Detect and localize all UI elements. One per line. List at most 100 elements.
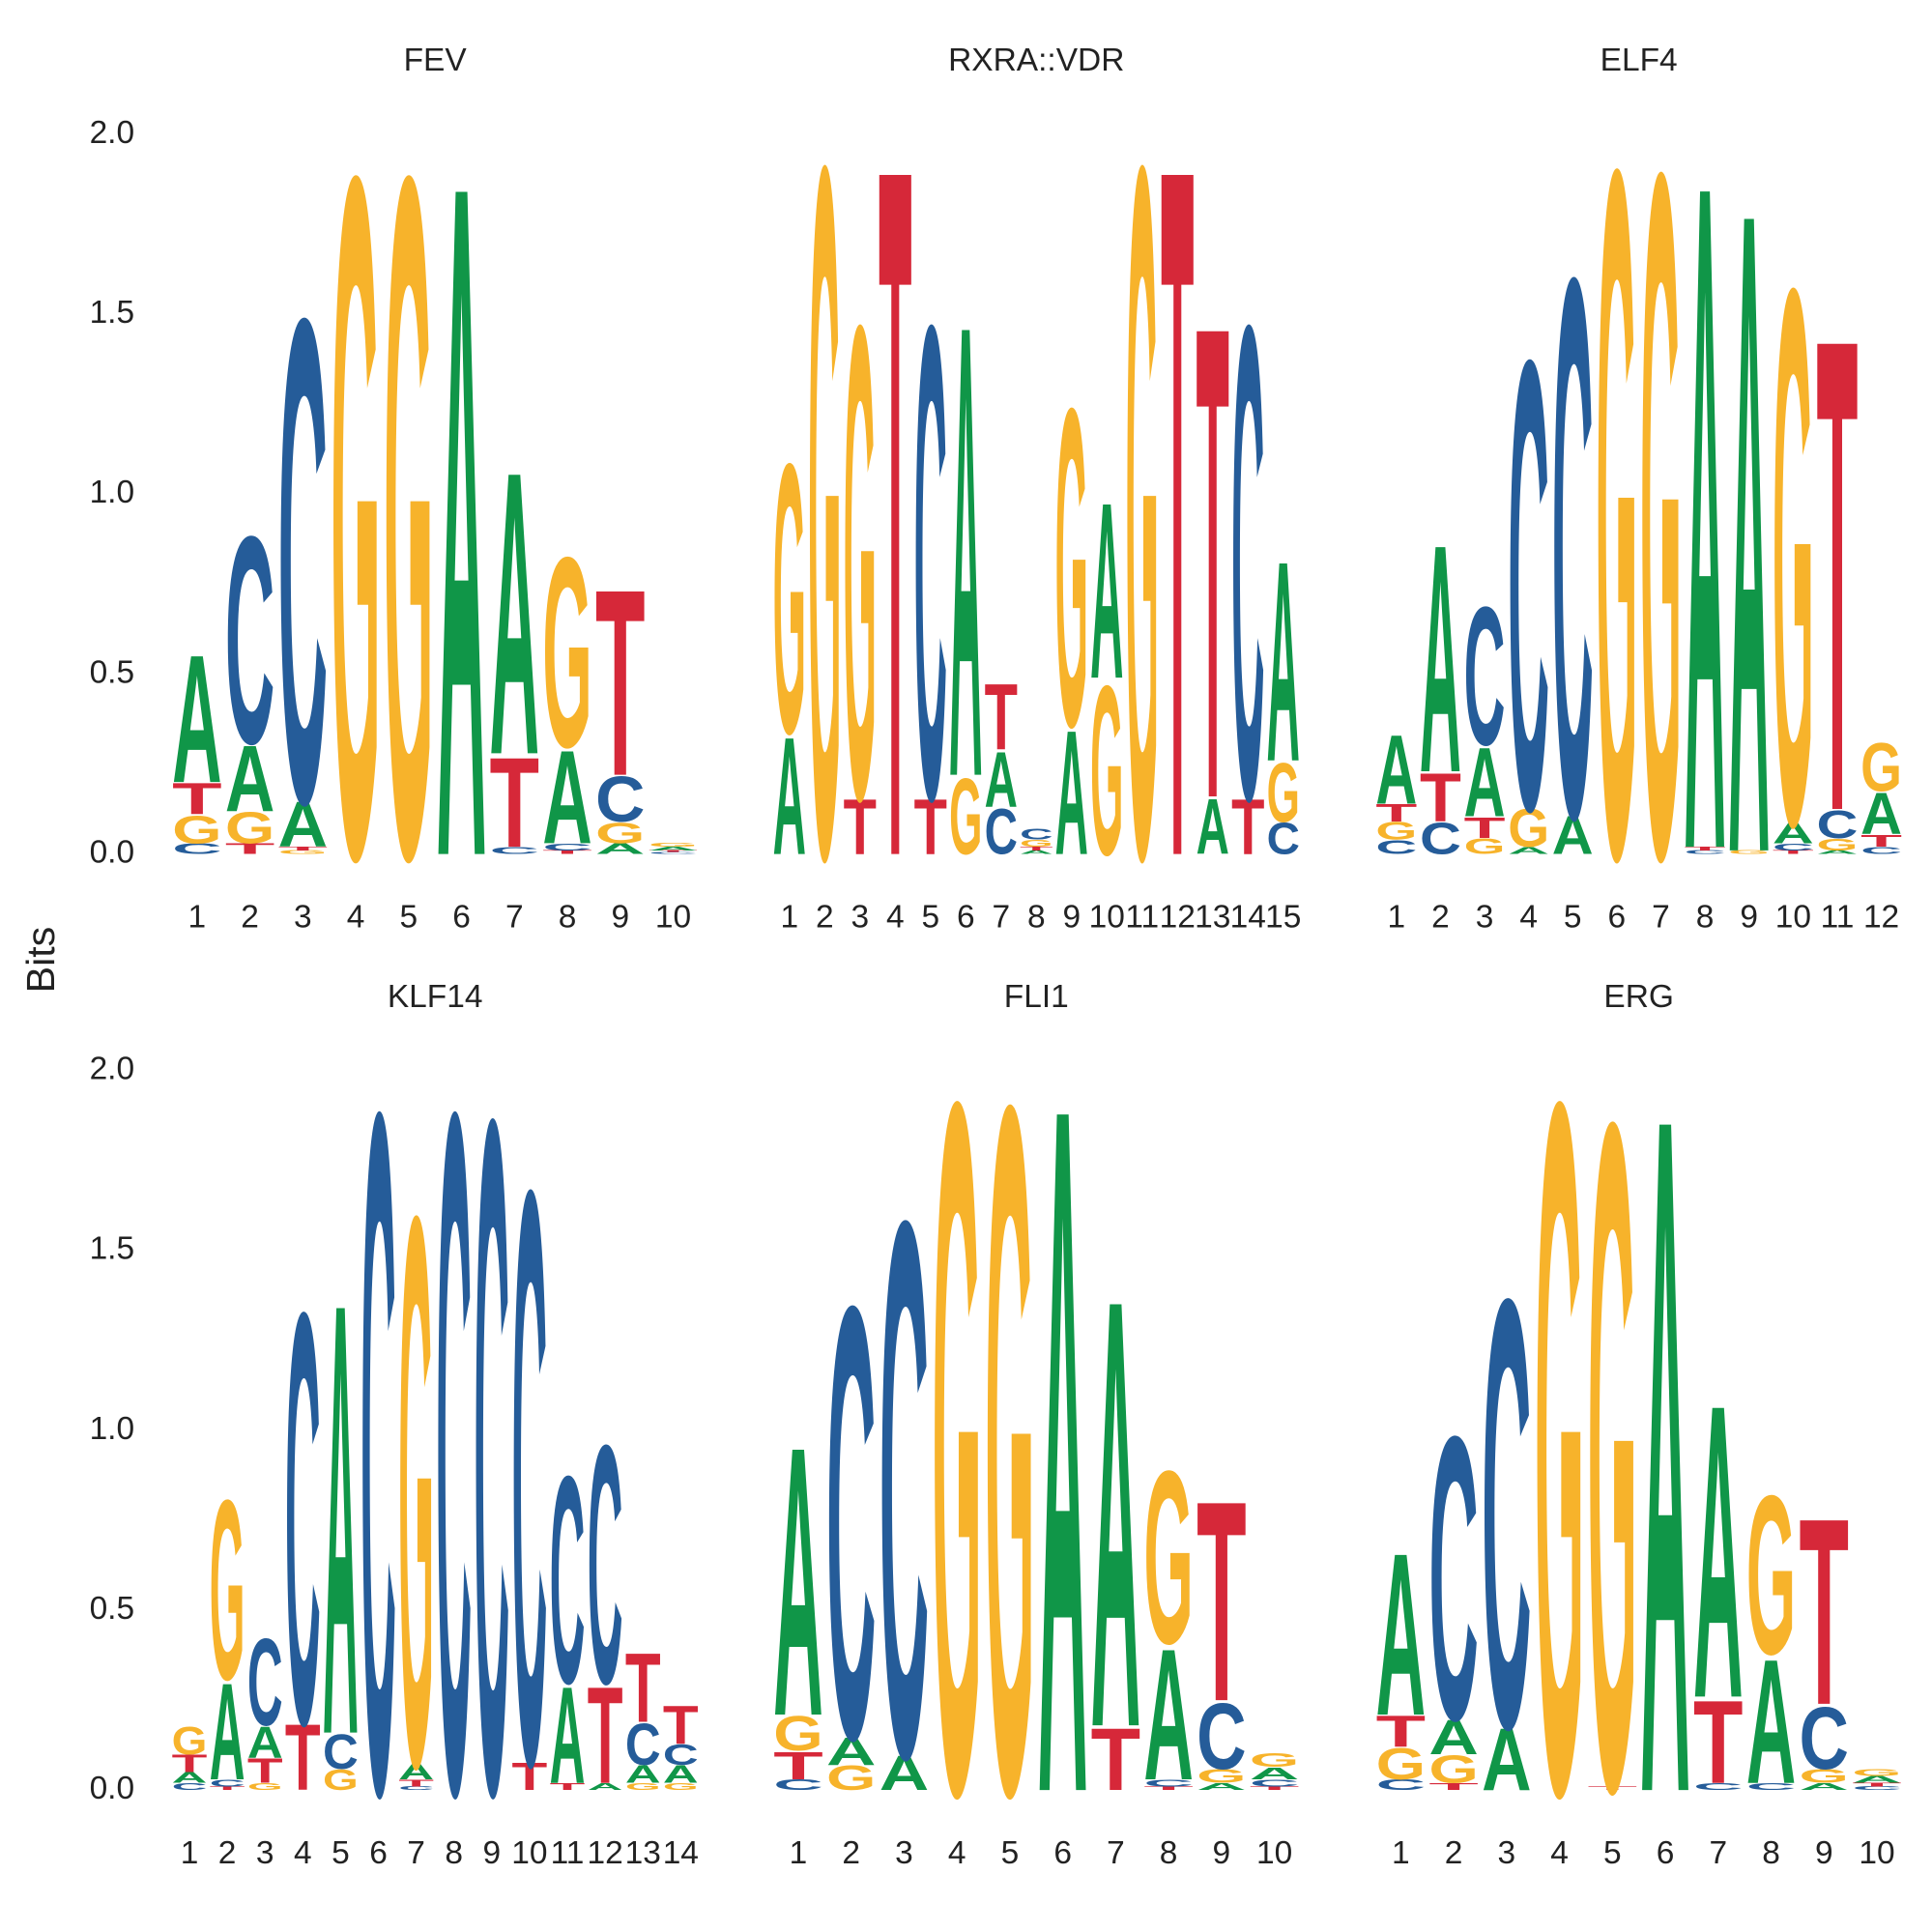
logo-letter: C <box>323 1723 359 1778</box>
logo-letter: C <box>225 475 274 806</box>
x-tick-label: 5 <box>399 899 418 935</box>
logo-letter: G <box>1197 1765 1246 1787</box>
logo-letter: T <box>773 1745 822 1788</box>
logo-letter: A <box>1728 18 1770 1045</box>
logo-letter: C <box>1693 1781 1743 1792</box>
y-axis-label: Bits <box>18 927 63 994</box>
x-tick-label: 1 <box>1387 899 1405 935</box>
logo-letter: A <box>1376 1505 1426 1764</box>
logo-letter: T <box>1231 782 1264 871</box>
panel: ELF41CGTA2GCTA3GTAC4TAGC5GTAC6ACTG7ACTG8… <box>1375 0 1902 1063</box>
logo-letter: T <box>1197 185 1229 940</box>
logo-letter: T <box>844 782 877 871</box>
logo-letter: T <box>1091 1710 1140 1809</box>
panel-title: FEV <box>404 43 468 78</box>
x-tick-label: 2 <box>241 899 259 935</box>
logo-letter: C <box>1817 802 1859 846</box>
x-tick-label: 8 <box>1762 1835 1780 1871</box>
logo-letter: C <box>398 1786 434 1792</box>
x-tick-label: 6 <box>1053 1835 1072 1871</box>
logo-letter: C <box>285 1191 321 1847</box>
x-tick-label: 4 <box>948 1835 966 1871</box>
logo-letter: C <box>1231 185 1264 940</box>
logo-letter: A <box>949 191 982 913</box>
logo-letter: C <box>490 845 539 855</box>
logo-letter: T <box>879 0 911 1064</box>
logo-letter: G <box>1376 1740 1426 1789</box>
logo-letter: G <box>808 0 841 1064</box>
logo-letter: T <box>625 1632 661 1743</box>
logo-letter: C <box>542 842 591 852</box>
x-tick-label: 10 <box>1089 899 1125 935</box>
x-tick-label: 14 <box>1230 899 1266 935</box>
logo-letter: A <box>1773 817 1814 850</box>
logo-letter: G <box>1860 730 1902 807</box>
x-tick-label: 2 <box>1431 899 1450 935</box>
logo-letter: A <box>625 1761 661 1789</box>
logo-letter: C <box>1852 1786 1901 1792</box>
logo-letter: T <box>1773 850 1814 855</box>
logo-letter: C <box>914 185 947 940</box>
logo-letter: C <box>985 795 1018 868</box>
logo-letter: A <box>278 789 328 861</box>
x-tick-label: 4 <box>294 1835 312 1871</box>
logo-letter: T <box>1376 1707 1426 1756</box>
logo-letter: A <box>210 1655 245 1809</box>
x-tick-label: 6 <box>1657 1835 1675 1871</box>
logo-letter: A <box>172 1770 208 1786</box>
logo-letter: C <box>1375 836 1417 858</box>
x-tick-label: 5 <box>1564 899 1582 935</box>
logo-letter: T <box>588 1658 623 1812</box>
x-tick-label: 8 <box>1696 899 1715 935</box>
logo-letter: G <box>1020 838 1053 849</box>
x-tick-label: 11 <box>1821 899 1855 935</box>
logo-letter: C <box>649 851 698 854</box>
y-tick-label: 0.5 <box>90 654 135 690</box>
logo-letter: T <box>1250 1786 1299 1792</box>
panel-title: RXRA::VDR <box>948 43 1124 78</box>
logo-letter: C <box>1464 566 1506 787</box>
logo-letter: A <box>1482 1710 1531 1809</box>
logo-letter: C <box>1020 826 1053 843</box>
logo-letter: C <box>826 1177 876 1867</box>
logo-letter: T <box>285 1706 321 1810</box>
logo-letter: C <box>512 1021 548 1932</box>
logo-letter: T <box>550 1781 586 1792</box>
panel: KLF140.00.51.01.52.01CATG2TCAG3GTAC4AGTC… <box>90 910 699 1932</box>
x-tick-label: 14 <box>663 1835 699 1871</box>
logo-letter: G <box>1428 1747 1478 1791</box>
x-tick-label: 3 <box>851 899 869 935</box>
x-tick-label: 12 <box>1863 899 1899 935</box>
logo-letter: C <box>1508 227 1549 943</box>
logo-letter: A <box>773 1366 822 1796</box>
logo-letter: T <box>663 1694 699 1755</box>
x-tick-label: 10 <box>655 899 691 935</box>
panel: RXRA::VDR1CTAG2ACTG3ACTG4ACGT5AGTC6CTGA7… <box>773 0 1302 1064</box>
logo-letter: A <box>225 727 274 831</box>
panel: FLI11CTGA2TGAC3GTAC4ACTG5ACTG6CGTA7CGTA8… <box>773 898 1299 1932</box>
logo-letter: T <box>914 782 947 871</box>
x-tick-label: 3 <box>1476 899 1494 935</box>
x-tick-label: 1 <box>181 1835 199 1871</box>
x-tick-label: 2 <box>842 1835 860 1871</box>
x-tick-label: 3 <box>1498 1835 1516 1871</box>
panel-title: KLF14 <box>388 979 483 1015</box>
logo-letter: A <box>490 388 539 840</box>
panel-title: ERG <box>1603 979 1674 1015</box>
logo-letter: A <box>172 619 221 822</box>
logo-letter: T <box>1375 799 1417 827</box>
logo-letter: A <box>1800 1781 1849 1792</box>
x-tick-label: 3 <box>895 1835 913 1871</box>
logo-letter: C <box>663 1738 699 1771</box>
x-tick-label: 1 <box>781 899 799 935</box>
logo-letter: A <box>1055 693 1088 892</box>
logo-letter: G <box>247 1781 283 1792</box>
logo-letter: T <box>172 1749 208 1777</box>
x-tick-label: 1 <box>790 1835 808 1871</box>
logo-letter: G <box>172 808 221 851</box>
x-tick-label: 12 <box>587 1835 622 1871</box>
logo-letter: T <box>247 1752 283 1791</box>
logo-letter: G <box>1746 1450 1796 1703</box>
x-tick-label: 2 <box>1445 1835 1463 1871</box>
